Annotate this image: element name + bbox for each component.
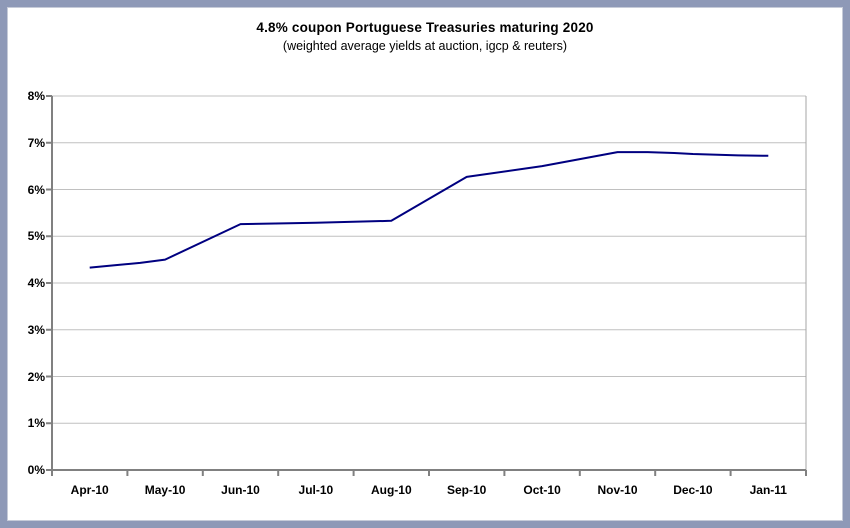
x-axis-label: Sep-10 [447, 483, 487, 497]
y-axis-label: 8% [27, 89, 45, 103]
y-axis-label: 2% [27, 369, 45, 384]
chart-title: 4.8% coupon Portuguese Treasuries maturi… [256, 20, 594, 35]
x-axis-label: Jan-11 [749, 483, 787, 497]
chart-area: 4.8% coupon Portuguese Treasuries maturi… [7, 7, 843, 521]
y-axis-label: 6% [27, 182, 45, 197]
y-axis-label: 7% [27, 135, 45, 150]
y-axis-label: 0% [27, 463, 45, 477]
x-axis-label: Dec-10 [673, 483, 713, 497]
x-axis-label: May-10 [144, 483, 186, 497]
plot-area [46, 95, 807, 476]
y-axis-label: 3% [27, 322, 45, 337]
y-axis-label: 5% [27, 229, 45, 244]
x-axis-label: Apr-10 [70, 483, 109, 497]
y-axis-label: 4% [27, 276, 45, 290]
x-axis-label: Oct-10 [523, 483, 561, 497]
y-axis-label: 1% [27, 416, 45, 431]
x-axis-label: Aug-10 [370, 483, 412, 497]
chart-subtitle: (weighted average yields at auction, igc… [282, 39, 568, 53]
x-axis-label: Jul-10 [298, 483, 334, 497]
yield-line [89, 151, 769, 269]
x-axis-label: Jun-10 [221, 483, 260, 497]
x-axis-label: Nov-10 [597, 483, 638, 497]
